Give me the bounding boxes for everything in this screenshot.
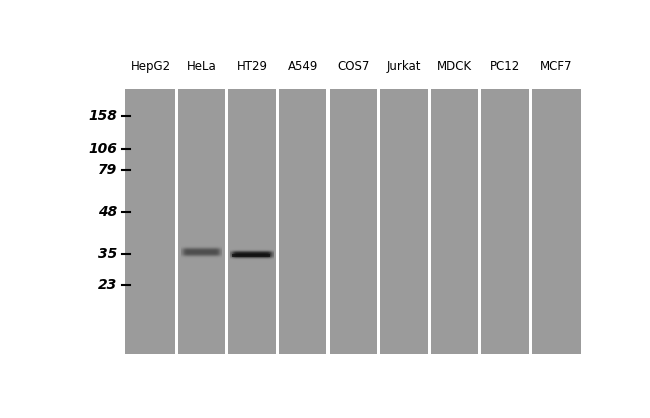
Bar — [174, 89, 177, 354]
Text: 35: 35 — [98, 247, 117, 261]
Text: MCF7: MCF7 — [540, 60, 572, 73]
Text: COS7: COS7 — [337, 60, 369, 73]
Bar — [529, 89, 532, 354]
Text: MDCK: MDCK — [437, 60, 472, 73]
Bar — [125, 89, 581, 354]
Bar — [232, 254, 270, 257]
Text: 106: 106 — [88, 142, 117, 156]
Bar — [377, 89, 380, 354]
Bar — [225, 89, 228, 354]
Text: 158: 158 — [88, 109, 117, 122]
Text: HeLa: HeLa — [187, 60, 216, 73]
Text: Jurkat: Jurkat — [387, 60, 421, 73]
Text: HT29: HT29 — [237, 60, 268, 73]
Bar — [478, 89, 482, 354]
Bar — [326, 89, 330, 354]
Text: PC12: PC12 — [490, 60, 520, 73]
Bar — [276, 89, 279, 354]
Text: A549: A549 — [287, 60, 318, 73]
Text: HepG2: HepG2 — [131, 60, 171, 73]
Text: 23: 23 — [98, 278, 117, 292]
Text: 79: 79 — [98, 163, 117, 176]
Text: 48: 48 — [98, 205, 117, 219]
Bar — [428, 89, 431, 354]
